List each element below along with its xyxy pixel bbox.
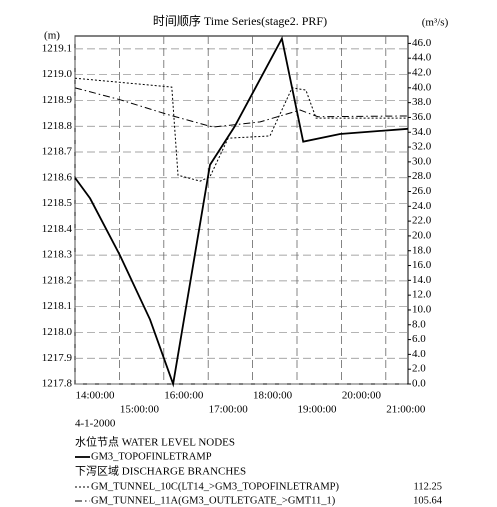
- legend-label: GM_TUNNEL_10C(LT14_>GM3_TOPOFINLETRAMP): [91, 481, 340, 492]
- y2-tick-label: 20.0: [412, 229, 432, 241]
- x-tick-label: 15:00:00: [120, 404, 160, 416]
- legend-value: 105.64: [413, 495, 443, 506]
- y2-tick-label: 42.0: [412, 67, 432, 79]
- y-tick-label: 1219.0: [42, 68, 73, 80]
- y2-tick-label: 30.0: [412, 155, 432, 167]
- y2-tick-label: 0.0: [412, 378, 426, 390]
- y2-tick-label: 18.0: [412, 244, 432, 256]
- y-tick-label: 1218.9: [42, 94, 73, 106]
- y-tick-label: 1218.7: [42, 146, 73, 158]
- y2-tick-label: 38.0: [412, 96, 432, 108]
- y2-tick-label: 32.0: [412, 141, 432, 153]
- legend-label: GM3_TOPOFINLETRAMP: [91, 451, 212, 462]
- series-line: [74, 77, 408, 182]
- y-tick-label: 1218.0: [42, 326, 73, 338]
- x-tick-label: 17:00:00: [209, 404, 249, 416]
- y2-tick-label: 2.0: [412, 363, 426, 375]
- y2-tick-label: 40.0: [412, 81, 432, 93]
- y-tick-label: 1217.9: [42, 352, 73, 364]
- y-tick-label: 1218.3: [42, 249, 73, 261]
- x-tick-label: 14:00:00: [75, 390, 115, 402]
- legend-value: 112.25: [414, 481, 443, 492]
- x-tick-label: 21:00:00: [386, 404, 426, 416]
- y2-tick-label: 6.0: [412, 333, 426, 345]
- y-tick-label: 1218.4: [42, 223, 73, 235]
- legend-heading: 水位节点 WATER LEVEL NODES: [75, 435, 235, 449]
- y2-tick-label: 4.0: [412, 348, 426, 360]
- x-tick-label: 19:00:00: [297, 404, 337, 416]
- y-tick-label: 1218.1: [42, 300, 72, 312]
- y2-tick-label: 14.0: [412, 274, 432, 286]
- y-tick-label: 1219.1: [42, 42, 72, 54]
- y2-tick-label: 36.0: [412, 111, 432, 123]
- y-tick-label: 1218.5: [42, 197, 73, 209]
- chart-title: 时间顺序 Time Series(stage2. PRF): [153, 13, 327, 28]
- y2-tick-label: 24.0: [412, 200, 432, 212]
- y2-tick-label: 34.0: [412, 126, 432, 138]
- y-tick-label: 1218.2: [42, 274, 72, 286]
- y-tick-label: 1218.8: [42, 120, 73, 132]
- y2-tick-label: 44.0: [412, 52, 432, 64]
- y2-tick-label: 28.0: [412, 170, 432, 182]
- y2-tick-label: 8.0: [412, 318, 426, 330]
- y2-tick-label: 12.0: [412, 289, 432, 301]
- x-tick-label: 20:00:00: [342, 390, 382, 402]
- legend-heading: 下泻区域 DISCHARGE BRANCHES: [75, 465, 246, 478]
- series-line: [74, 87, 409, 128]
- series-line: [74, 35, 409, 388]
- y2-tick-label: 10.0: [412, 303, 432, 315]
- y2-tick-label: 46.0: [412, 37, 432, 49]
- y2-axis-label: (m³/s): [422, 17, 449, 29]
- x-tick-label: 18:00:00: [253, 390, 293, 402]
- y-tick-label: 1217.8: [42, 378, 73, 390]
- y2-tick-label: 16.0: [412, 259, 432, 271]
- legend-label: GM_TUNNEL_11A(GM3_OUTLETGATE_>GMT11_1): [91, 495, 336, 506]
- x-tick-label: 16:00:00: [164, 390, 204, 402]
- y-tick-label: 1218.6: [42, 171, 73, 183]
- date-label: 4-1-2000: [75, 418, 116, 430]
- plot-frame: [74, 35, 409, 385]
- y2-tick-label: 26.0: [412, 185, 432, 197]
- y2-tick-label: 22.0: [412, 215, 432, 227]
- y-axis-label: (m): [44, 30, 60, 42]
